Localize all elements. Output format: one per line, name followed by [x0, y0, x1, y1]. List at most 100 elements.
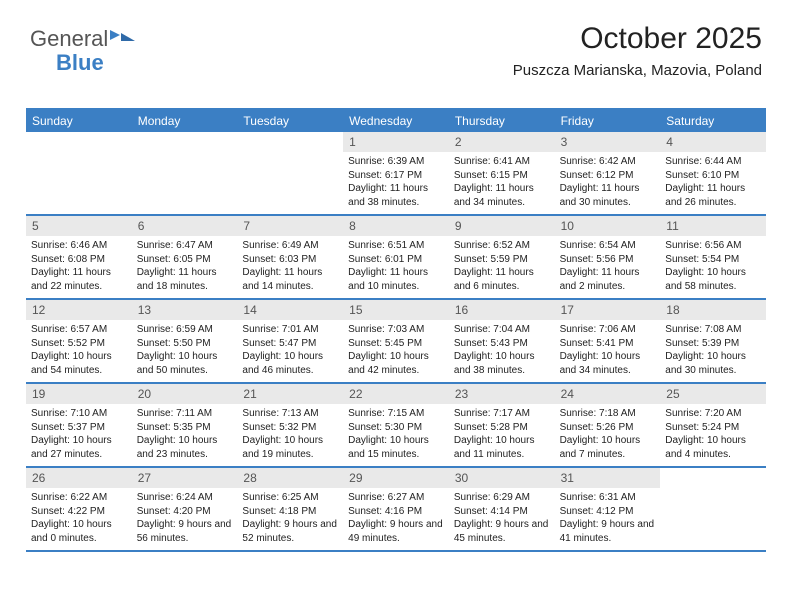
daylight-text: Daylight: 11 hours and 18 minutes. [137, 266, 233, 293]
cell-date: 16 [449, 300, 555, 320]
sunrise-text: Sunrise: 7:13 AM [242, 407, 338, 421]
daylight-text: Daylight: 10 hours and 38 minutes. [454, 350, 550, 377]
sunset-text: Sunset: 5:45 PM [348, 337, 444, 351]
cell-body: Sunrise: 6:51 AMSunset: 6:01 PMDaylight:… [343, 236, 449, 298]
cell-body: Sunrise: 7:15 AMSunset: 5:30 PMDaylight:… [343, 404, 449, 466]
daylight-text: Daylight: 11 hours and 2 minutes. [560, 266, 656, 293]
calendar-grid: SundayMondayTuesdayWednesdayThursdayFrid… [26, 108, 766, 552]
logo-triangle-icon [110, 30, 120, 40]
daylight-text: Daylight: 10 hours and 46 minutes. [242, 350, 338, 377]
sunrise-text: Sunrise: 7:20 AM [665, 407, 761, 421]
cell-date: 1 [343, 132, 449, 152]
day-header-monday: Monday [132, 110, 238, 132]
sunset-text: Sunset: 4:18 PM [242, 505, 338, 519]
sunrise-text: Sunrise: 7:18 AM [560, 407, 656, 421]
sunset-text: Sunset: 6:10 PM [665, 169, 761, 183]
sunset-text: Sunset: 4:12 PM [560, 505, 656, 519]
sunrise-text: Sunrise: 6:59 AM [137, 323, 233, 337]
logo-text-blue-wrap: Blue [30, 50, 104, 76]
daylight-text: Daylight: 9 hours and 49 minutes. [348, 518, 444, 545]
calendar-cell: 23Sunrise: 7:17 AMSunset: 5:28 PMDayligh… [449, 384, 555, 466]
calendar-cell: 28Sunrise: 6:25 AMSunset: 4:18 PMDayligh… [237, 468, 343, 550]
cell-date: 11 [660, 216, 766, 236]
calendar-cell: 10Sunrise: 6:54 AMSunset: 5:56 PMDayligh… [555, 216, 661, 298]
sunrise-text: Sunrise: 7:06 AM [560, 323, 656, 337]
calendar-cell: 19Sunrise: 7:10 AMSunset: 5:37 PMDayligh… [26, 384, 132, 466]
cell-date: 12 [26, 300, 132, 320]
sunset-text: Sunset: 5:26 PM [560, 421, 656, 435]
sunrise-text: Sunrise: 7:03 AM [348, 323, 444, 337]
calendar-cell [132, 132, 238, 214]
daylight-text: Daylight: 10 hours and 34 minutes. [560, 350, 656, 377]
day-header-saturday: Saturday [660, 110, 766, 132]
calendar-cell: 24Sunrise: 7:18 AMSunset: 5:26 PMDayligh… [555, 384, 661, 466]
daylight-text: Daylight: 11 hours and 38 minutes. [348, 182, 444, 209]
cell-body: Sunrise: 6:29 AMSunset: 4:14 PMDaylight:… [449, 488, 555, 550]
calendar-cell: 14Sunrise: 7:01 AMSunset: 5:47 PMDayligh… [237, 300, 343, 382]
cell-date: 21 [237, 384, 343, 404]
calendar-cell: 2Sunrise: 6:41 AMSunset: 6:15 PMDaylight… [449, 132, 555, 214]
calendar-cell: 7Sunrise: 6:49 AMSunset: 6:03 PMDaylight… [237, 216, 343, 298]
cell-body: Sunrise: 6:47 AMSunset: 6:05 PMDaylight:… [132, 236, 238, 298]
sunrise-text: Sunrise: 6:29 AM [454, 491, 550, 505]
cell-body: Sunrise: 7:06 AMSunset: 5:41 PMDaylight:… [555, 320, 661, 382]
sunrise-text: Sunrise: 7:15 AM [348, 407, 444, 421]
brand-logo: General [30, 26, 135, 52]
sunset-text: Sunset: 5:50 PM [137, 337, 233, 351]
cell-body: Sunrise: 6:59 AMSunset: 5:50 PMDaylight:… [132, 320, 238, 382]
cell-body: Sunrise: 7:20 AMSunset: 5:24 PMDaylight:… [660, 404, 766, 466]
calendar-cell: 6Sunrise: 6:47 AMSunset: 6:05 PMDaylight… [132, 216, 238, 298]
sunset-text: Sunset: 4:14 PM [454, 505, 550, 519]
daylight-text: Daylight: 10 hours and 42 minutes. [348, 350, 444, 377]
cell-date: 24 [555, 384, 661, 404]
cell-date: 15 [343, 300, 449, 320]
sunrise-text: Sunrise: 6:27 AM [348, 491, 444, 505]
sunset-text: Sunset: 5:54 PM [665, 253, 761, 267]
cell-date: 18 [660, 300, 766, 320]
sunset-text: Sunset: 6:01 PM [348, 253, 444, 267]
sunrise-text: Sunrise: 6:39 AM [348, 155, 444, 169]
calendar-cell: 11Sunrise: 6:56 AMSunset: 5:54 PMDayligh… [660, 216, 766, 298]
cell-body: Sunrise: 6:41 AMSunset: 6:15 PMDaylight:… [449, 152, 555, 214]
sunset-text: Sunset: 4:22 PM [31, 505, 127, 519]
calendar-cell: 8Sunrise: 6:51 AMSunset: 6:01 PMDaylight… [343, 216, 449, 298]
sunrise-text: Sunrise: 6:54 AM [560, 239, 656, 253]
cell-body: Sunrise: 7:17 AMSunset: 5:28 PMDaylight:… [449, 404, 555, 466]
cell-date: 6 [132, 216, 238, 236]
daylight-text: Daylight: 11 hours and 34 minutes. [454, 182, 550, 209]
sunset-text: Sunset: 5:24 PM [665, 421, 761, 435]
sunrise-text: Sunrise: 6:52 AM [454, 239, 550, 253]
cell-body: Sunrise: 7:11 AMSunset: 5:35 PMDaylight:… [132, 404, 238, 466]
cell-body: Sunrise: 6:25 AMSunset: 4:18 PMDaylight:… [237, 488, 343, 550]
sunrise-text: Sunrise: 7:04 AM [454, 323, 550, 337]
calendar-cell [237, 132, 343, 214]
cell-date: 26 [26, 468, 132, 488]
cell-date: 3 [555, 132, 661, 152]
cell-date: 2 [449, 132, 555, 152]
cell-date: 22 [343, 384, 449, 404]
sunset-text: Sunset: 5:30 PM [348, 421, 444, 435]
daylight-text: Daylight: 9 hours and 41 minutes. [560, 518, 656, 545]
cell-body: Sunrise: 7:04 AMSunset: 5:43 PMDaylight:… [449, 320, 555, 382]
sunrise-text: Sunrise: 6:49 AM [242, 239, 338, 253]
day-header-tuesday: Tuesday [237, 110, 343, 132]
cell-body: Sunrise: 6:42 AMSunset: 6:12 PMDaylight:… [555, 152, 661, 214]
calendar-cell: 3Sunrise: 6:42 AMSunset: 6:12 PMDaylight… [555, 132, 661, 214]
sunset-text: Sunset: 6:03 PM [242, 253, 338, 267]
sunrise-text: Sunrise: 7:11 AM [137, 407, 233, 421]
daylight-text: Daylight: 10 hours and 15 minutes. [348, 434, 444, 461]
sunset-text: Sunset: 5:32 PM [242, 421, 338, 435]
sunrise-text: Sunrise: 7:10 AM [31, 407, 127, 421]
cell-date: 14 [237, 300, 343, 320]
daylight-text: Daylight: 10 hours and 58 minutes. [665, 266, 761, 293]
day-header-friday: Friday [555, 110, 661, 132]
sunset-text: Sunset: 5:43 PM [454, 337, 550, 351]
cell-body: Sunrise: 7:13 AMSunset: 5:32 PMDaylight:… [237, 404, 343, 466]
cell-body: Sunrise: 7:03 AMSunset: 5:45 PMDaylight:… [343, 320, 449, 382]
calendar-cell: 22Sunrise: 7:15 AMSunset: 5:30 PMDayligh… [343, 384, 449, 466]
sunrise-text: Sunrise: 6:41 AM [454, 155, 550, 169]
calendar-cell: 4Sunrise: 6:44 AMSunset: 6:10 PMDaylight… [660, 132, 766, 214]
calendar-cell: 25Sunrise: 7:20 AMSunset: 5:24 PMDayligh… [660, 384, 766, 466]
daylight-text: Daylight: 10 hours and 50 minutes. [137, 350, 233, 377]
sunrise-text: Sunrise: 6:47 AM [137, 239, 233, 253]
